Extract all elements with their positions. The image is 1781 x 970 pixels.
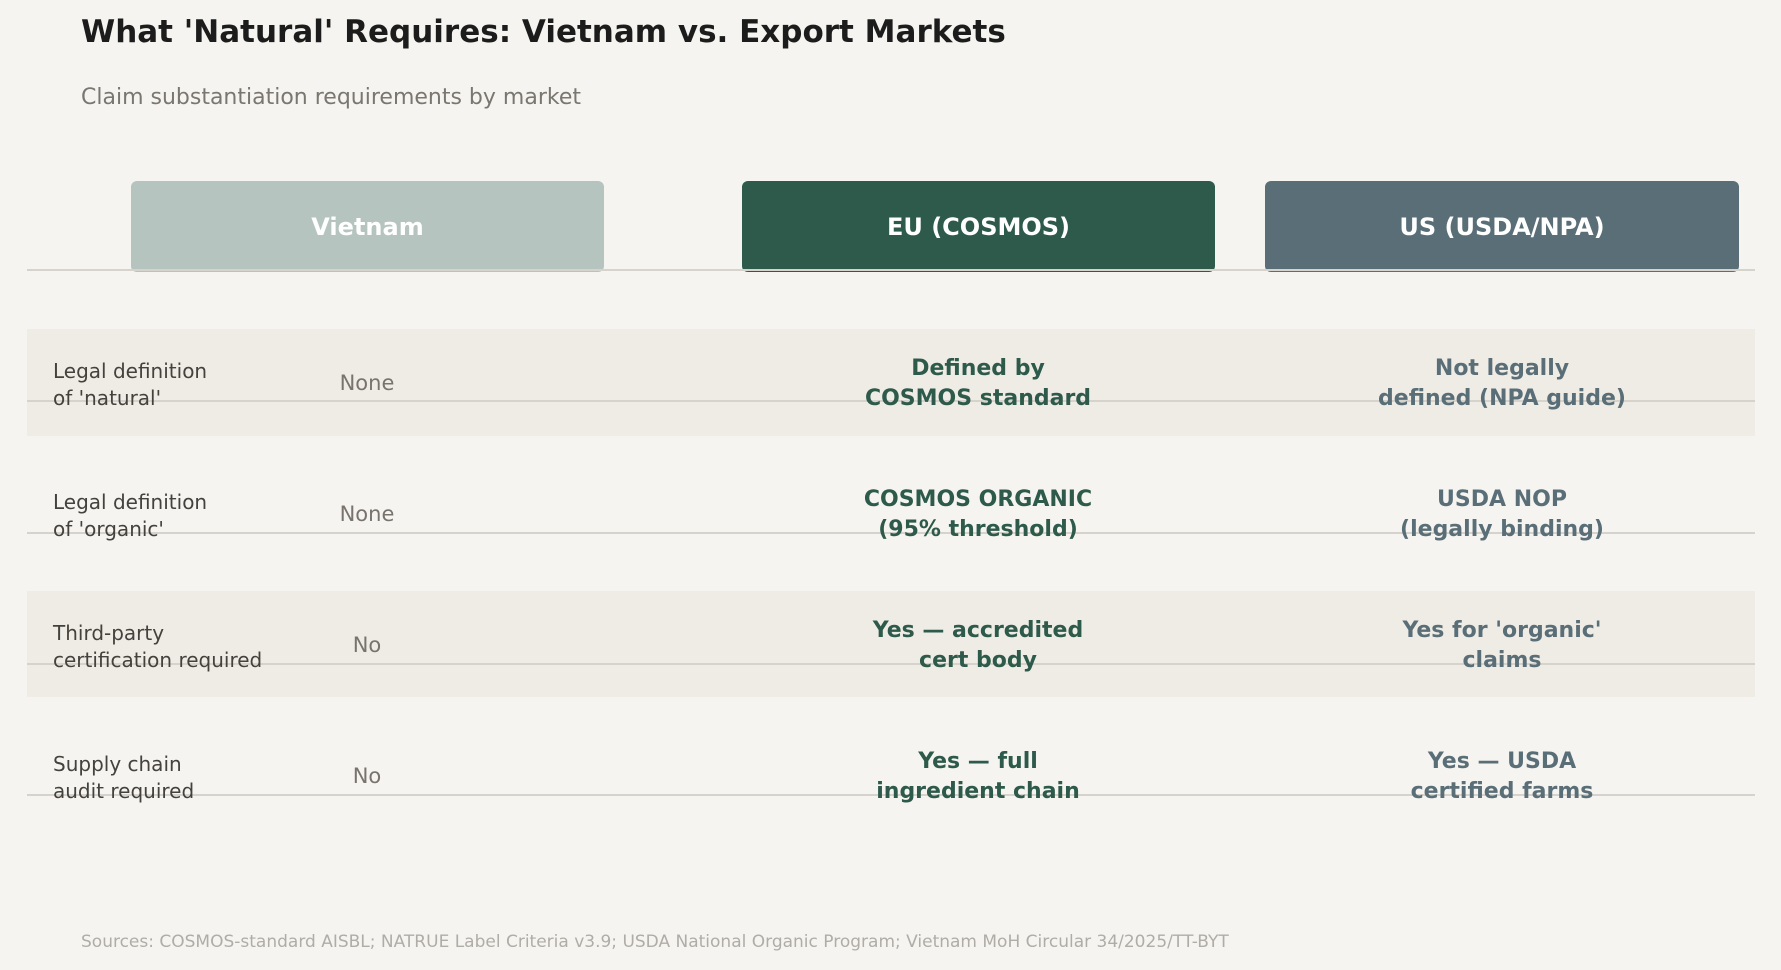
- page-subtitle: Claim substantiation requirements by mar…: [81, 85, 581, 110]
- cell-vietnam-third-party-certification: No: [352, 633, 382, 657]
- cell-vietnam-organic-definition: None: [339, 502, 395, 526]
- cell-vietnam-natural-definition: None: [339, 371, 395, 395]
- cell-us-supply-chain-audit: Yes — USDA certified farms: [1410, 749, 1594, 804]
- cell-us-third-party-certification: Yes for 'organic' claims: [1402, 618, 1602, 673]
- row-divider-4: [27, 794, 1755, 796]
- column-header-us: US (USDA/NPA): [1265, 181, 1739, 272]
- row-divider-3: [27, 663, 1755, 665]
- row-label-supply-chain-audit: Supply chain audit required: [53, 752, 195, 803]
- column-header-vietnam: Vietnam: [131, 181, 604, 272]
- column-header-eu-label: EU (COSMOS): [886, 212, 1071, 241]
- column-header-us-label: US (USDA/NPA): [1399, 212, 1605, 241]
- column-header-eu: EU (COSMOS): [742, 181, 1215, 272]
- cell-eu-third-party-certification: Yes — accredited cert body: [872, 618, 1084, 673]
- cell-eu-natural-definition: Defined by COSMOS standard: [864, 356, 1092, 411]
- page-title: What 'Natural' Requires: Vietnam vs. Exp…: [81, 14, 1006, 50]
- column-header-vietnam-label: Vietnam: [311, 212, 424, 241]
- row-band-3: [27, 591, 1755, 697]
- cell-us-organic-definition: USDA NOP (legally binding): [1400, 487, 1604, 542]
- cell-vietnam-supply-chain-audit: No: [352, 764, 382, 788]
- row-label-natural-definition: Legal definition of 'natural': [53, 359, 208, 410]
- cell-eu-organic-definition: COSMOS ORGANIC (95% threshold): [863, 487, 1093, 542]
- cell-us-natural-definition: Not legally defined (NPA guide): [1378, 356, 1626, 411]
- row-label-organic-definition: Legal definition of 'organic': [53, 490, 208, 541]
- row-band-1: [27, 329, 1755, 436]
- sources-footnote: Sources: COSMOS-standard AISBL; NATRUE L…: [81, 932, 1229, 952]
- row-divider-1: [27, 400, 1755, 402]
- row-divider-2: [27, 532, 1755, 534]
- row-label-third-party-certification: Third-party certification required: [53, 621, 263, 672]
- cell-eu-supply-chain-audit: Yes — full ingredient chain: [876, 749, 1080, 804]
- header-divider: [27, 269, 1755, 271]
